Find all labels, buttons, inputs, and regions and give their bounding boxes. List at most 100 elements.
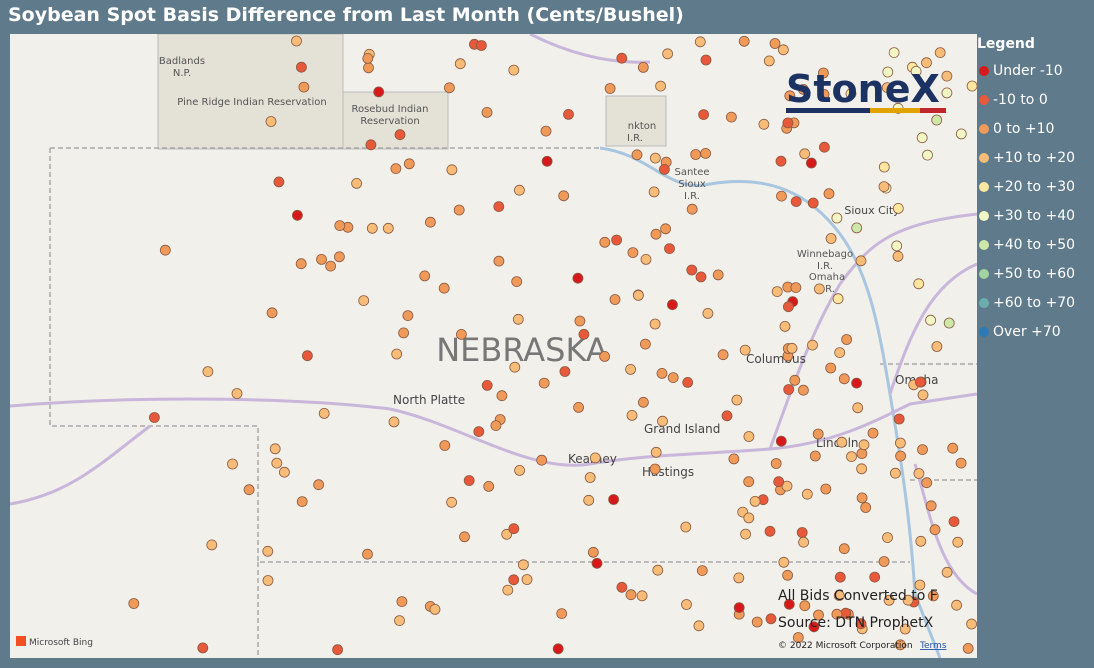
bid-marker	[332, 644, 344, 656]
reservation	[157, 34, 344, 150]
bid-marker	[262, 545, 274, 557]
bid-marker	[664, 243, 675, 255]
bid-marker	[882, 66, 894, 78]
bid-marker	[743, 512, 755, 524]
bid-marker	[637, 62, 649, 73]
bid-marker	[783, 384, 795, 395]
bid-marker	[631, 149, 643, 161]
bid-marker	[882, 532, 893, 544]
bid-marker	[698, 109, 709, 120]
bid-marker	[148, 412, 160, 423]
bid-marker	[819, 141, 830, 153]
bid-marker	[858, 439, 870, 451]
bid-marker	[686, 203, 698, 215]
bid-marker	[403, 158, 415, 170]
bid-marker	[273, 176, 285, 188]
bid-marker	[463, 475, 475, 486]
bid-marker	[743, 431, 755, 442]
bid-marker	[509, 361, 521, 373]
bid-marker	[296, 496, 308, 508]
terms-link[interactable]: Terms	[919, 641, 947, 651]
bid-marker	[799, 600, 811, 612]
bid-marker	[806, 157, 817, 169]
bid-marker	[243, 484, 255, 496]
bid-marker	[574, 315, 586, 327]
bid-marker	[473, 426, 485, 438]
bid-marker	[941, 566, 953, 578]
bid-marker	[838, 373, 850, 385]
bid-marker	[655, 80, 666, 92]
bid-marker	[869, 571, 881, 583]
bid-marker	[890, 467, 901, 479]
bid-marker	[952, 536, 964, 548]
bid-marker	[536, 454, 548, 466]
bid-marker	[512, 313, 524, 325]
bid-marker	[388, 416, 400, 428]
legend-item: Under -10	[977, 56, 1075, 85]
bid-marker	[813, 609, 824, 621]
bid-marker	[775, 155, 787, 167]
legend-item: +20 to +30	[977, 172, 1075, 201]
bid-marker	[860, 502, 872, 513]
bid-marker	[851, 222, 863, 234]
bid-marker	[649, 463, 661, 475]
legend-swatch	[979, 326, 989, 337]
bid-marker	[798, 536, 809, 548]
bid-marker	[913, 468, 925, 479]
place: N.P.	[173, 68, 191, 79]
legend-swatch	[979, 297, 989, 308]
bid-marker	[662, 48, 673, 60]
bid-marker	[917, 444, 928, 456]
bid-marker	[587, 546, 599, 558]
bid-marker	[626, 409, 638, 421]
bid-marker	[820, 483, 832, 495]
bid-marker	[894, 639, 906, 651]
place: Omaha	[809, 272, 845, 283]
bid-marker	[888, 47, 900, 59]
bid-marker	[758, 118, 770, 130]
bid-marker	[513, 184, 525, 196]
bid-marker	[929, 524, 941, 536]
bid-marker	[271, 457, 283, 469]
legend-title: Legend	[977, 36, 1035, 52]
note: All Bids Converted to F	[778, 588, 938, 604]
bid-marker	[490, 420, 502, 432]
bid-marker	[895, 437, 906, 449]
legend-label: 0 to +10	[993, 120, 1055, 137]
bid-marker	[538, 377, 550, 389]
bid-marker	[778, 44, 789, 56]
bid-marker	[833, 590, 845, 601]
bid-marker	[831, 212, 843, 224]
bid-marker	[770, 458, 782, 469]
bid-marker	[728, 453, 740, 465]
place: Reservation	[360, 116, 419, 127]
bid-marker	[782, 569, 793, 581]
place: I.R.	[817, 261, 833, 272]
legend-item: +60 to +70	[977, 288, 1075, 317]
bid-marker	[231, 388, 243, 399]
bid-marker	[721, 410, 733, 422]
bid-marker	[738, 35, 750, 47]
bid-marker	[781, 480, 793, 492]
bid-marker	[419, 270, 431, 282]
bid-marker	[508, 64, 520, 76]
bid-marker	[773, 476, 785, 488]
bid-marker	[934, 47, 946, 59]
bid-marker	[784, 90, 796, 102]
bid-marker	[808, 621, 820, 633]
bid-marker	[783, 598, 795, 610]
place: nkton	[628, 121, 657, 132]
bid-marker	[265, 116, 277, 127]
bid-marker	[291, 35, 302, 47]
legend-label: +50 to +60	[993, 265, 1076, 282]
legend-item: 0 to +10	[977, 114, 1075, 143]
bid-marker	[636, 590, 648, 602]
bid-marker	[751, 616, 763, 628]
bid-marker	[446, 164, 458, 176]
bid-marker	[429, 604, 441, 615]
bid-marker	[915, 535, 927, 547]
bid-marker	[295, 258, 307, 270]
bid-marker	[913, 278, 925, 290]
bid-marker	[834, 571, 846, 583]
logo-bar	[870, 108, 946, 113]
